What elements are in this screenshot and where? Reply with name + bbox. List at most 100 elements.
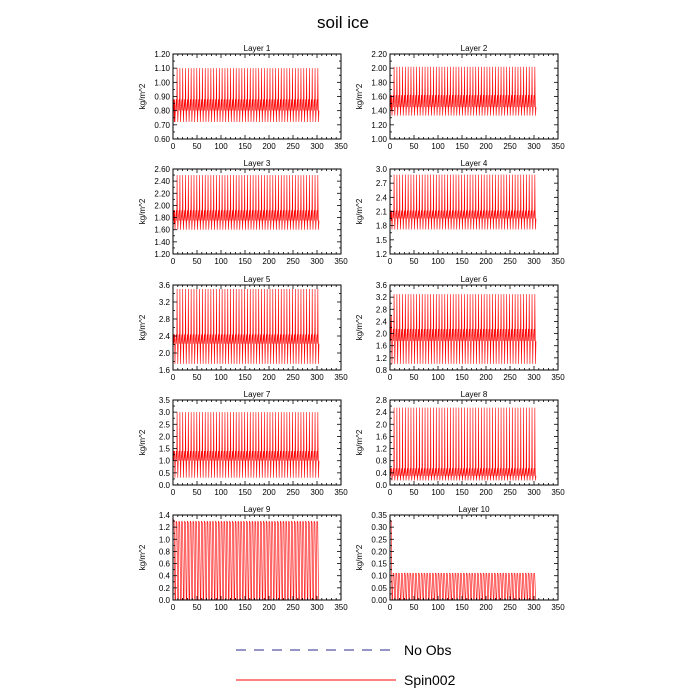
y-tick-label: 1.6: [376, 342, 388, 351]
plot-frame: [172, 168, 342, 255]
x-tick-label: 300: [527, 603, 541, 612]
x-tick-label: 150: [455, 257, 469, 266]
chart-panel-layer-9: Layer 9 0 50 100 150 200 250 300 350 0.0 0.2 0.4 0.6…: [138, 505, 348, 612]
y-tick-label: 1.00: [154, 78, 170, 87]
y-tick-label: 2.8: [376, 305, 388, 314]
legend-label-no-obs: No Obs: [404, 642, 451, 658]
y-tick-label: 1.40: [371, 107, 387, 116]
y-axis-label: kg/m^2: [355, 83, 364, 109]
panel-title: Layer 9: [244, 505, 271, 514]
x-tick-label: 0: [171, 142, 176, 151]
panel-title: Layer 5: [244, 275, 271, 284]
y-tick-label: 1.5: [376, 236, 388, 245]
y-tick-label: 3.2: [376, 293, 388, 302]
panel-title: Layer 4: [461, 159, 488, 168]
plot-frame: [172, 53, 342, 140]
x-tick-label: 50: [193, 373, 202, 382]
series-line-spin002: [389, 66, 537, 132]
x-tick-label: 150: [455, 142, 469, 151]
y-tick-label: 1.80: [371, 78, 387, 87]
panels-container: Layer 10 50 100 150 200 250 300 3500.600.700.80…: [138, 44, 565, 612]
page-title: soil ice: [317, 13, 369, 32]
y-axis-label: kg/m^2: [355, 429, 364, 455]
x-tick-label: 100: [214, 142, 228, 151]
series-line-spin002: [172, 68, 320, 123]
x-tick-label: 250: [286, 488, 300, 497]
x-tick-label: 350: [551, 488, 565, 497]
y-tick-label: 0.10: [371, 572, 387, 581]
chart-panel-layer-3: Layer 3 0 50 100 150 200 250 300 350 1.20 1.40 1.60…: [138, 159, 348, 266]
y-tick-label: 1.0: [159, 457, 171, 466]
y-axis-label: kg/m^2: [138, 314, 147, 340]
x-tick-label: 150: [455, 373, 469, 382]
x-tick-label: 100: [214, 603, 228, 612]
series-line-spin002: [172, 175, 320, 242]
y-tick-label: 3.0: [159, 408, 171, 417]
x-tick-label: 200: [479, 373, 493, 382]
chart-panel-layer-5: Layer 5 0 50 100 150 200 250 300 350 1.6 2.0 2.4 2.8…: [138, 275, 348, 382]
x-tick-label: 200: [262, 373, 276, 382]
x-tick-label: 150: [238, 488, 252, 497]
y-tick-label: 3.2: [159, 298, 171, 307]
y-tick-label: 1.8: [376, 222, 388, 231]
x-tick-label: 100: [431, 257, 445, 266]
x-tick-label: 350: [334, 373, 348, 382]
x-tick-label: 250: [503, 373, 517, 382]
y-tick-label: 2.60: [154, 165, 170, 174]
y-tick-label: 0.60: [154, 135, 170, 144]
series-line-spin002: [389, 294, 537, 364]
x-tick-label: 50: [410, 603, 419, 612]
y-tick-label: 0.0: [376, 481, 388, 490]
x-tick-label: 50: [410, 373, 419, 382]
y-tick-label: 0.4: [376, 469, 388, 478]
y-tick-label: 2.0: [376, 420, 388, 429]
y-tick-label: 3.6: [159, 281, 171, 290]
x-tick-label: 0: [388, 603, 393, 612]
y-tick-label: 2.7: [376, 179, 388, 188]
y-tick-label: 1.40: [154, 238, 170, 247]
series-line-spin002: [389, 407, 537, 481]
x-tick-label: 200: [479, 142, 493, 151]
y-tick-label: 1.80: [154, 214, 170, 223]
series-line-spin002: [172, 412, 320, 478]
x-tick-label: 300: [527, 142, 541, 151]
chart-panel-layer-2: Layer 2 0 50 100 150 200 250 300 350 1.00 1.20 1.40…: [355, 44, 565, 151]
x-tick-label: 0: [388, 142, 393, 151]
y-tick-label: 0.15: [371, 560, 387, 569]
y-tick-label: 0.8: [159, 547, 171, 556]
y-tick-label: 0.35: [371, 511, 387, 520]
y-tick-label: 2.5: [159, 420, 171, 429]
y-tick-label: 1.00: [371, 135, 387, 144]
x-tick-label: 100: [431, 373, 445, 382]
panel-title: Layer 10: [458, 505, 490, 514]
y-tick-label: 2.8: [159, 315, 171, 324]
x-tick-label: 200: [262, 142, 276, 151]
plot-frame: [389, 168, 559, 255]
y-tick-label: 0.20: [371, 547, 387, 556]
x-tick-label: 300: [310, 257, 324, 266]
x-tick-label: 0: [388, 373, 393, 382]
legend-label-spin002: Spin002: [404, 672, 456, 688]
series-line-spin002: [172, 289, 320, 364]
y-tick-label: 0.8: [376, 457, 388, 466]
y-tick-label: 1.2: [376, 250, 388, 259]
x-tick-label: 0: [171, 488, 176, 497]
x-tick-label: 250: [503, 257, 517, 266]
chart-panel-layer-4: Layer 4 0 50 100 150 200 250 300 350 1.2 1.5 1.8 2.1…: [355, 159, 565, 266]
x-tick-label: 100: [431, 488, 445, 497]
x-tick-label: 150: [455, 603, 469, 612]
x-tick-label: 150: [238, 257, 252, 266]
x-tick-label: 250: [286, 373, 300, 382]
y-tick-label: 1.6: [376, 432, 388, 441]
x-tick-label: 200: [479, 488, 493, 497]
y-tick-label: 3.6: [376, 281, 388, 290]
x-tick-label: 300: [527, 373, 541, 382]
y-tick-label: 1.4: [159, 511, 171, 520]
series-line-spin002: [172, 519, 320, 601]
x-tick-label: 50: [193, 603, 202, 612]
y-tick-label: 0.25: [371, 535, 387, 544]
y-axis-label: kg/m^2: [355, 544, 364, 570]
x-tick-label: 150: [455, 488, 469, 497]
x-tick-label: 150: [238, 603, 252, 612]
y-tick-label: 2.00: [371, 64, 387, 73]
